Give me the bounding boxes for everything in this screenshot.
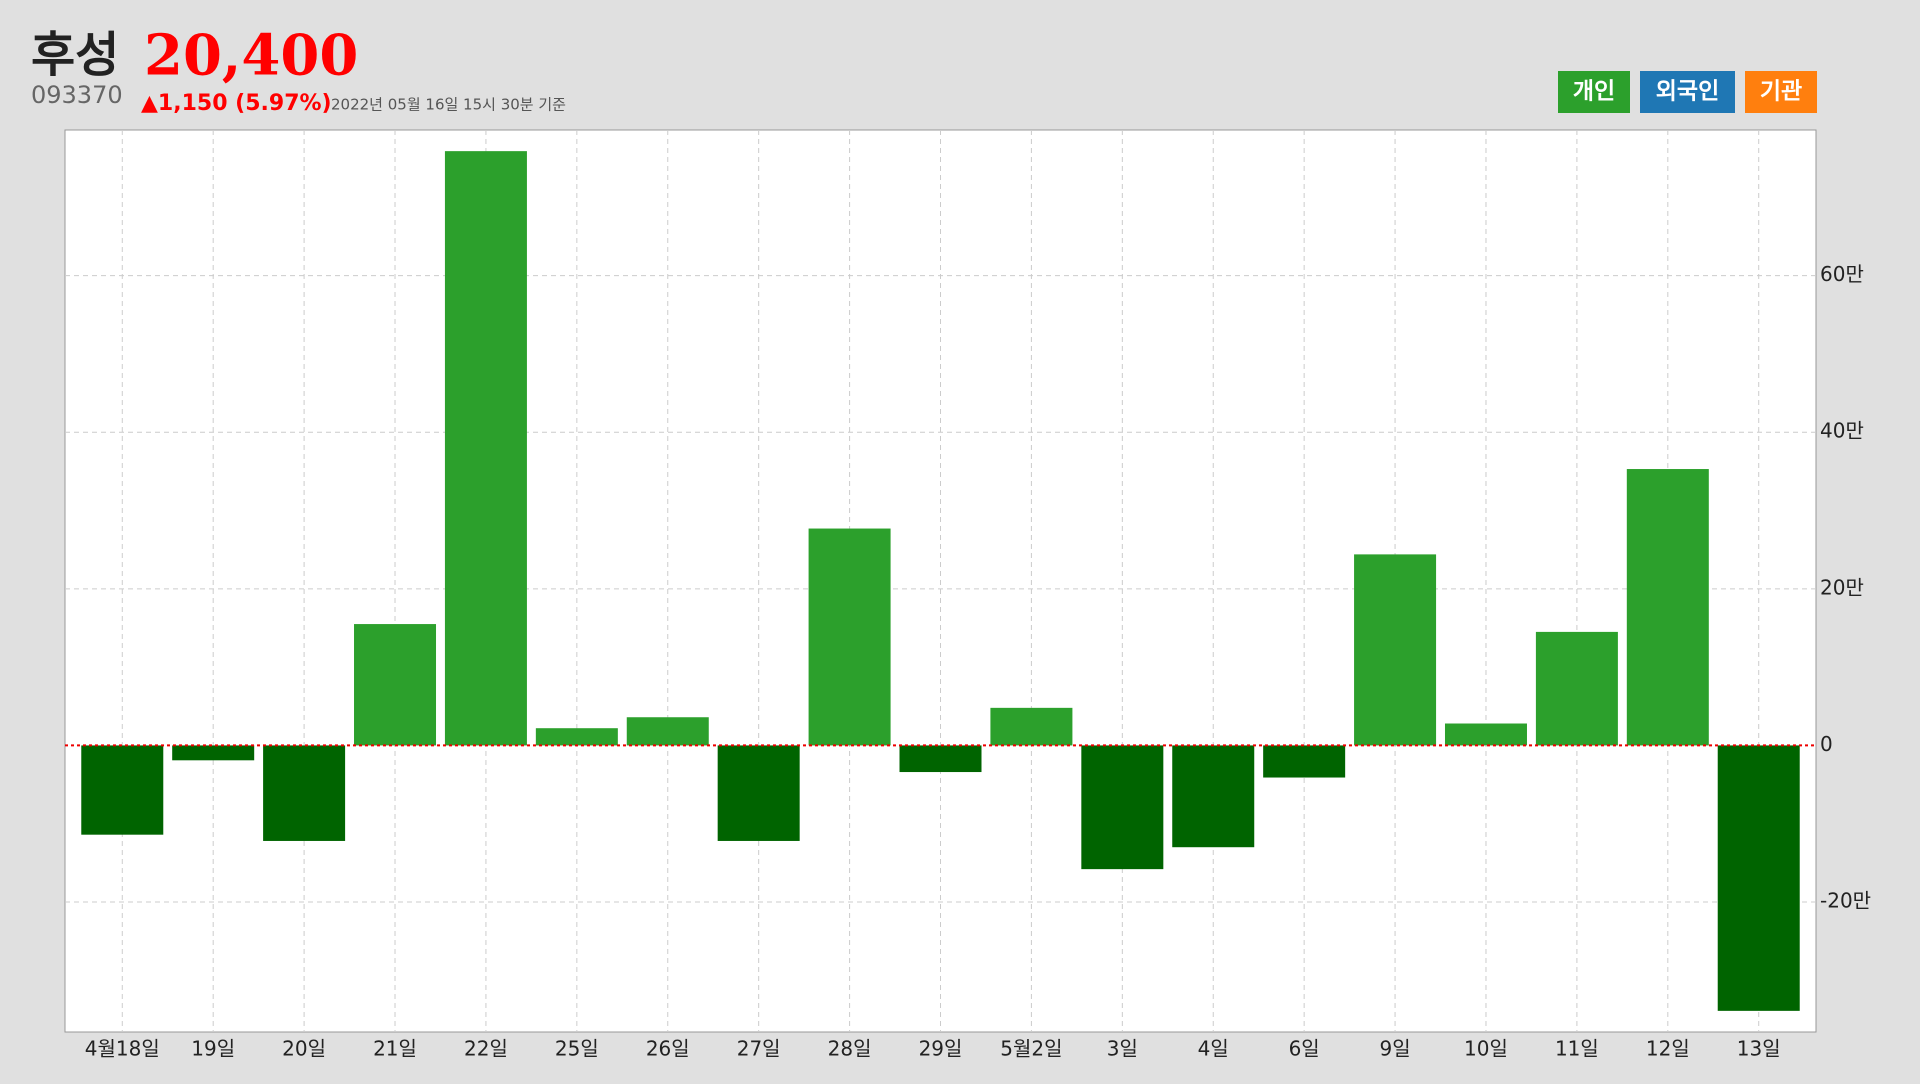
bar [808,528,891,746]
bar [1717,745,1800,1011]
x-tick-label: 27일 [737,1037,781,1061]
bar [626,717,709,746]
x-tick-label: 5월2일 [1000,1037,1062,1061]
bar [1172,745,1255,848]
bar [1263,745,1346,778]
x-tick-label: 28일 [828,1037,872,1061]
y-tick-label: 60만 [1820,262,1864,286]
stock-price: 20,400 [144,23,358,89]
stock-code: 093370 [31,81,123,109]
legend-button[interactable] [1745,71,1817,113]
bar [717,745,800,841]
y-tick-label: 0 [1820,732,1833,756]
x-tick-label: 29일 [919,1037,963,1061]
legend-button[interactable] [1640,71,1735,113]
bar [1535,631,1618,746]
x-tick-label: 20일 [282,1037,326,1061]
timestamp: 2022년 05월 16일 15시 30분 기준 [331,96,566,114]
stock-name: 후성 [31,27,119,83]
x-tick-label: 10일 [1464,1037,1508,1061]
bar [535,728,618,746]
bar [172,745,255,761]
legend-label[interactable]: 개인 [1573,79,1615,105]
x-tick-label: 6일 [1289,1037,1320,1061]
legend-label[interactable]: 외국인 [1656,79,1719,105]
bar [444,151,527,746]
legend-label[interactable]: 기관 [1760,79,1802,105]
x-tick-label: 25일 [555,1037,599,1061]
x-tick-label: 4월18일 [85,1037,160,1061]
bar [990,707,1073,746]
bar [263,745,346,841]
y-tick-label: 20만 [1820,575,1864,599]
price-change: ▲1,150 (5.97%) [141,91,332,116]
x-tick-label: 22일 [464,1037,508,1061]
bar [1081,745,1164,870]
x-tick-label: 11일 [1555,1037,1599,1061]
bar [354,624,437,746]
x-tick-label: 19일 [191,1037,235,1061]
bar [1626,469,1709,746]
x-tick-label: 3일 [1107,1037,1138,1061]
x-tick-label: 26일 [646,1037,690,1061]
y-tick-label: 40만 [1820,419,1864,443]
x-tick-label: 12일 [1646,1037,1690,1061]
x-tick-label: 9일 [1380,1037,1411,1061]
x-tick-label: 21일 [373,1037,417,1061]
bar [81,745,164,835]
bar [1444,723,1527,746]
x-tick-label: 13일 [1737,1037,1781,1061]
x-tick-label: 4일 [1198,1037,1229,1061]
bar [1354,554,1437,746]
y-tick-label: -20만 [1820,889,1871,913]
legend-button[interactable] [1558,71,1630,113]
bar [899,745,982,773]
